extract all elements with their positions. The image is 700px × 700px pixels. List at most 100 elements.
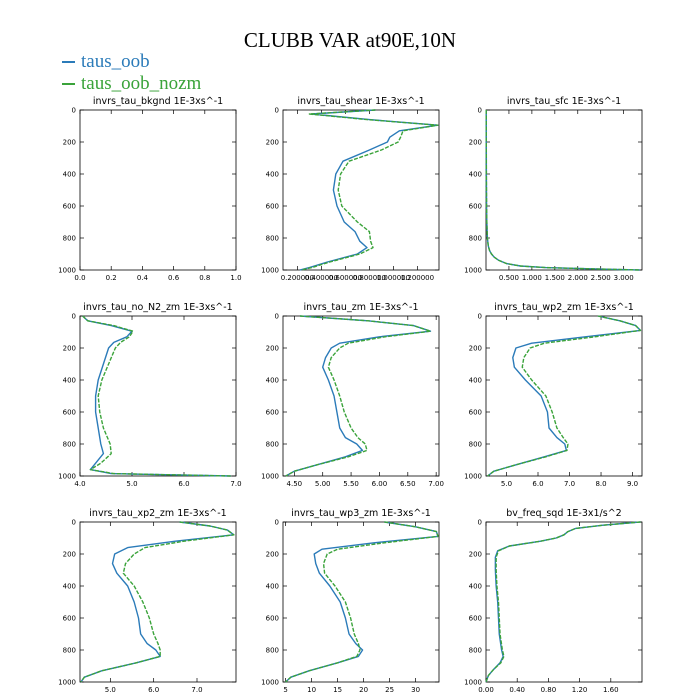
- plot-frame: [485, 315, 643, 477]
- y-tick-label: 400: [469, 377, 482, 385]
- plot-frame: [485, 109, 643, 271]
- x-tick-label: 1.200000: [401, 274, 434, 282]
- x-tick-label: 0.2: [106, 274, 117, 282]
- plot-frame: [282, 315, 440, 477]
- x-tick-label: 7.0: [191, 686, 202, 694]
- x-tick-label: 0.80: [541, 686, 557, 694]
- x-tick-label: 5.0: [105, 686, 116, 694]
- x-tick-label: 7.0: [564, 480, 575, 488]
- y-tick-label: 0: [275, 313, 279, 321]
- y-tick-label: 1000: [261, 473, 279, 481]
- x-tick-label: 5.00: [315, 480, 331, 488]
- y-tick-label: 600: [266, 203, 279, 211]
- x-tick-label: 1.000000: [377, 274, 410, 282]
- panel-title: invrs_tau_sfc 1E-3xs^-1: [507, 96, 621, 107]
- y-tick-label: 0: [72, 107, 76, 115]
- series-line-2: [485, 109, 640, 271]
- panel-3: invrs_tau_sfc 1E-3xs^-1 0 200 400 600 800 1000…: [464, 96, 643, 282]
- y-tick-label: 400: [63, 377, 76, 385]
- x-tick-label: 4.50: [287, 480, 303, 488]
- panel-title: invrs_tau_bkgnd 1E-3xs^-1: [93, 96, 223, 107]
- x-tick-label: 5: [283, 686, 287, 694]
- x-tick-label: 0.500: [499, 274, 519, 282]
- series-line-2: [485, 521, 641, 683]
- y-tick-label: 400: [469, 171, 482, 179]
- x-tick-label: 0.600000: [329, 274, 362, 282]
- x-tick-label: 0.400000: [305, 274, 338, 282]
- plot-frame: [79, 315, 237, 477]
- series-line-1: [299, 109, 439, 271]
- series-line-2: [285, 315, 432, 477]
- y-tick-label: 1000: [58, 267, 76, 275]
- x-tick-label: 7.0: [230, 480, 241, 488]
- x-tick-label: 25: [385, 686, 394, 694]
- panel-2: invrs_tau_shear 1E-3xs^-1 0 200 400 600 800 10…: [261, 96, 440, 282]
- x-tick-label: 6.00: [372, 480, 388, 488]
- y-tick-label: 200: [469, 551, 482, 559]
- x-tick-label: 1.000: [522, 274, 542, 282]
- y-tick-label: 800: [266, 235, 279, 243]
- y-tick-label: 200: [266, 345, 279, 353]
- x-tick-label: 9.0: [627, 480, 638, 488]
- y-tick-label: 200: [266, 139, 279, 147]
- panel-6: invrs_tau_wp2_zm 1E-3xs^-1 0 200 400 600 800 1…: [464, 302, 643, 488]
- x-tick-label: 3.000: [614, 274, 634, 282]
- y-tick-label: 600: [266, 615, 279, 623]
- y-tick-label: 1000: [464, 679, 482, 687]
- x-tick-label: 8.0: [595, 480, 606, 488]
- x-tick-label: 1.0: [230, 274, 241, 282]
- panel-title: invrs_tau_wp2_zm 1E-3xs^-1: [494, 302, 634, 313]
- x-tick-label: 6.0: [148, 686, 159, 694]
- series-line-1: [485, 109, 640, 271]
- x-tick-label: 2.000: [568, 274, 588, 282]
- x-tick-label: 0.40: [509, 686, 525, 694]
- y-tick-label: 200: [63, 139, 76, 147]
- series-line-1: [285, 315, 432, 477]
- y-tick-label: 0: [478, 313, 482, 321]
- y-tick-label: 800: [63, 441, 76, 449]
- y-tick-label: 200: [469, 139, 482, 147]
- series-line-2: [80, 521, 235, 683]
- legend-item-1: taus_oob: [62, 52, 150, 72]
- panel-4: invrs_tau_no_N2_zm 1E-3xs^-1 0 200 400 600 80…: [58, 302, 241, 488]
- y-tick-label: 800: [266, 441, 279, 449]
- y-tick-label: 800: [469, 647, 482, 655]
- y-tick-label: 800: [469, 441, 482, 449]
- x-tick-label: 0.8: [199, 274, 210, 282]
- panel-title: invrs_tau_no_N2_zm 1E-3xs^-1: [83, 302, 232, 313]
- y-tick-label: 400: [63, 171, 76, 179]
- y-tick-label: 400: [469, 583, 482, 591]
- x-tick-label: 0.6: [168, 274, 180, 282]
- y-tick-label: 1000: [464, 473, 482, 481]
- y-tick-label: 400: [266, 377, 279, 385]
- x-tick-label: 30: [411, 686, 420, 694]
- y-tick-label: 400: [266, 171, 279, 179]
- y-tick-label: 600: [469, 203, 482, 211]
- x-tick-label: 5.0: [126, 480, 137, 488]
- y-tick-label: 600: [63, 615, 76, 623]
- plot-frame: [282, 521, 440, 683]
- y-tick-label: 0: [478, 519, 482, 527]
- y-tick-label: 200: [63, 345, 76, 353]
- y-tick-label: 600: [469, 615, 482, 623]
- x-tick-label: 1.60: [603, 686, 619, 694]
- y-tick-label: 0: [72, 313, 76, 321]
- y-tick-label: 0: [72, 519, 76, 527]
- x-tick-label: 2.500: [591, 274, 611, 282]
- x-tick-label: 20: [359, 686, 368, 694]
- y-tick-label: 200: [469, 345, 482, 353]
- panel-title: bv_freq_sqd 1E-3x1/s^2: [506, 508, 621, 519]
- panel-5: invrs_tau_zm 1E-3xs^-1 0 200 400 600 800 1000 4…: [261, 302, 444, 488]
- y-tick-label: 200: [266, 551, 279, 559]
- x-tick-label: 0.800000: [353, 274, 386, 282]
- x-tick-label: 0.00: [478, 686, 494, 694]
- x-tick-label: 0.4: [137, 274, 149, 282]
- y-tick-label: 600: [266, 409, 279, 417]
- legend-label-1: taus_oob: [81, 51, 150, 72]
- x-tick-label: 7.00: [428, 480, 444, 488]
- panel-1: invrs_tau_bkgnd 1E-3xs^-1 0 200 400 600 800 10…: [58, 96, 241, 282]
- panel-7: invrs_tau_xp2_zm 1E-3xs^-1 0 200 400 600 800 1…: [58, 508, 237, 694]
- plot-frame: [282, 109, 440, 271]
- y-tick-label: 400: [266, 583, 279, 591]
- x-tick-label: 1.500: [545, 274, 565, 282]
